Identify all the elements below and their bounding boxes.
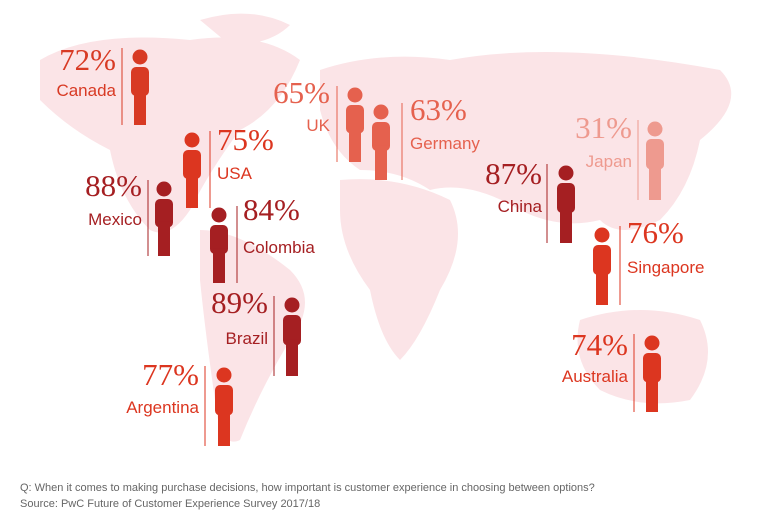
person-legs: [218, 409, 230, 446]
person-torso: [183, 150, 201, 179]
person-torso: [210, 225, 228, 254]
percent-label: 84%: [243, 192, 300, 227]
person-head: [156, 181, 172, 197]
person-legs: [596, 269, 608, 305]
person-head: [284, 297, 300, 313]
percent-label: 89%: [211, 285, 268, 320]
person-torso: [283, 315, 301, 346]
person-torso: [593, 245, 611, 275]
percent-label: 88%: [85, 168, 142, 203]
person-torso: [215, 385, 233, 416]
percent-label: 31%: [575, 110, 632, 145]
source: Source: PwC Future of Customer Experienc…: [20, 498, 320, 510]
person-torso: [131, 67, 149, 96]
country-name: Singapore: [627, 258, 705, 277]
person-legs: [646, 376, 658, 412]
person-torso: [557, 183, 575, 213]
percent-label: 72%: [59, 42, 116, 77]
person-legs: [649, 163, 661, 200]
person-torso: [646, 139, 664, 170]
person-head: [647, 121, 663, 137]
percent-label: 63%: [410, 92, 467, 127]
person-torso: [346, 105, 364, 134]
percent-label: 77%: [142, 357, 199, 392]
country-name: Brazil: [225, 329, 268, 348]
person-legs: [213, 248, 225, 283]
percent-label: 76%: [627, 215, 684, 250]
person-head: [558, 165, 574, 181]
person-head: [211, 207, 227, 223]
person-head: [216, 367, 232, 383]
person-torso: [372, 122, 390, 151]
question: Q: When it comes to making purchase deci…: [20, 482, 595, 494]
person-head: [644, 335, 660, 351]
person-torso: [155, 199, 173, 228]
country-name: UK: [306, 116, 330, 135]
person-legs: [560, 207, 572, 243]
percent-label: 65%: [273, 75, 330, 110]
person-legs: [186, 173, 198, 208]
country-name: Argentina: [126, 398, 199, 417]
person-head: [594, 227, 610, 243]
person-legs: [134, 90, 146, 125]
percent-label: 74%: [571, 327, 628, 362]
country-name: Colombia: [243, 238, 315, 257]
person-head: [132, 49, 148, 65]
country-name: USA: [217, 164, 253, 183]
country-name: Canada: [56, 81, 116, 100]
person-head: [373, 104, 389, 120]
person-legs: [286, 339, 298, 376]
country-name: Mexico: [88, 210, 142, 229]
person-head: [184, 132, 200, 148]
person-head: [347, 87, 363, 103]
country-name: Australia: [562, 367, 629, 386]
person-legs: [349, 127, 361, 162]
country-name: Germany: [410, 134, 480, 153]
percent-label: 75%: [217, 122, 274, 157]
person-torso: [643, 353, 661, 383]
country-name: China: [498, 197, 543, 216]
country-name: Japan: [586, 152, 632, 171]
person-legs: [158, 221, 170, 256]
percent-label: 87%: [485, 156, 542, 191]
person-legs: [375, 145, 387, 180]
